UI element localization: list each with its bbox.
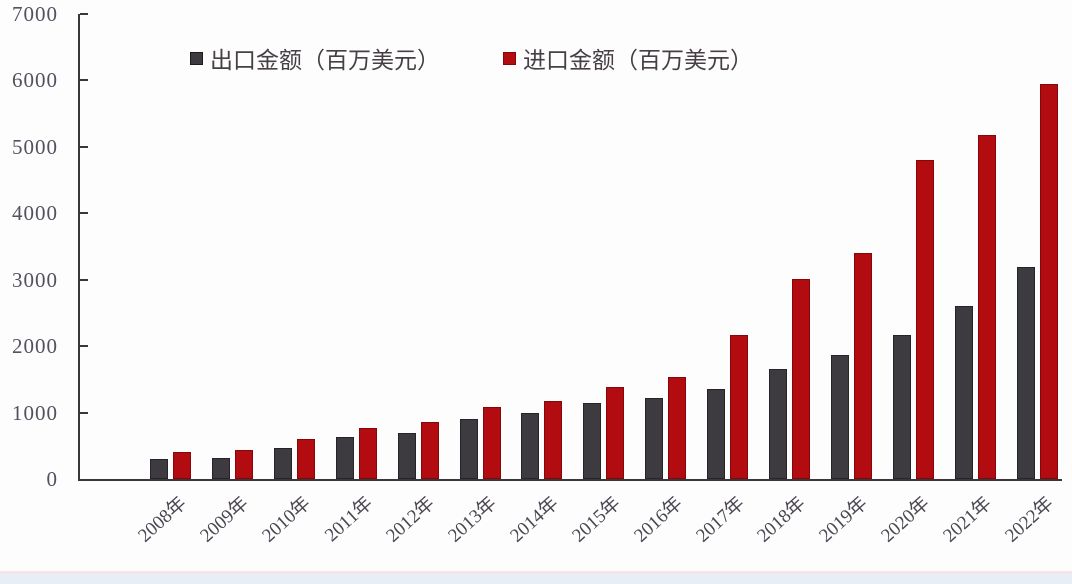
y-axis-line: [78, 14, 80, 479]
y-axis-labels: 0 1000 2000 3000 4000 5000 6000 7000: [0, 0, 62, 584]
import-bar: [915, 160, 934, 479]
import-bar: [234, 450, 253, 479]
x-tick-label: 2017年: [691, 492, 749, 547]
import-bar: [606, 387, 625, 479]
y-tick-label: 5000: [12, 134, 58, 159]
x-tick-label: 2008年: [134, 492, 192, 547]
import-bar: [173, 452, 191, 479]
import-bar: [482, 406, 501, 479]
x-tick-label: 2019年: [815, 492, 873, 547]
y-tick-label: 3000: [12, 267, 58, 292]
import-bar: [730, 334, 749, 479]
import-legend-label: 进口金额（百万美元）: [523, 48, 753, 73]
x-axis-line: [78, 479, 1062, 481]
y-tick-label: 7000: [12, 2, 58, 26]
x-tick-label: 2012年: [382, 492, 439, 547]
import-bar: [853, 253, 872, 479]
export-bar: [211, 458, 230, 479]
y-tick-label: 6000: [12, 68, 58, 93]
y-tick-label: 1000: [12, 400, 58, 425]
export-bar: [1016, 267, 1035, 479]
export-legend-label: 出口金额（百万美元）: [210, 48, 440, 73]
import-bar: [420, 421, 439, 479]
bottom-blue-strip: [0, 574, 1072, 584]
y-tick-label: 4000: [12, 201, 58, 226]
x-tick-label: 2010年: [258, 492, 316, 547]
x-tick-label: 2009年: [196, 492, 254, 547]
legend-item-import: 进口金额（百万美元）: [503, 44, 753, 73]
x-tick-label: 2022年: [1001, 492, 1058, 547]
y-tick-mark: [80, 79, 88, 82]
x-tick-label: 2020年: [877, 492, 935, 547]
export-bar: [583, 403, 602, 479]
y-tick-label: 2000: [12, 334, 58, 359]
x-tick-label: 2018年: [753, 492, 811, 547]
import-bar: [1039, 83, 1058, 479]
import-bar: [544, 400, 563, 479]
export-bar: [459, 419, 478, 479]
y-tick-mark: [80, 411, 88, 414]
import-legend-swatch-icon: [503, 51, 516, 65]
plot-area: [78, 13, 1062, 481]
bottom-pink-strip: [0, 571, 1072, 574]
import-bar: [358, 427, 377, 479]
y-tick-mark: [80, 345, 88, 348]
export-bar: [954, 305, 973, 479]
export-bar: [645, 398, 664, 479]
export-bar: [707, 389, 726, 479]
export-bar: [769, 368, 787, 479]
y-tick-mark: [80, 212, 88, 215]
y-tick-label: 0: [46, 467, 58, 491]
export-bar: [397, 432, 416, 479]
x-tick-label: 2016年: [629, 492, 687, 547]
export-bar: [273, 448, 292, 479]
export-bar: [830, 355, 849, 479]
import-bar: [792, 279, 810, 479]
y-tick-mark: [80, 13, 88, 15]
import-bar: [977, 135, 996, 479]
export-bar: [892, 334, 911, 479]
x-tick-label: 2014年: [506, 492, 563, 547]
y-tick-mark: [80, 278, 88, 281]
x-tick-label: 2013年: [444, 492, 501, 547]
legend-item-export: 出口金额（百万美元）: [190, 44, 440, 73]
export-bar: [521, 412, 540, 479]
x-tick-label: 2015年: [568, 492, 625, 547]
export-legend-swatch-icon: [190, 51, 203, 65]
export-bar: [335, 437, 354, 479]
export-bar: [150, 459, 168, 479]
x-tick-label: 2021年: [939, 492, 996, 547]
import-bar: [296, 439, 315, 479]
import-bar: [668, 377, 687, 479]
y-tick-mark: [80, 145, 88, 148]
x-tick-label: 2011年: [321, 492, 377, 547]
